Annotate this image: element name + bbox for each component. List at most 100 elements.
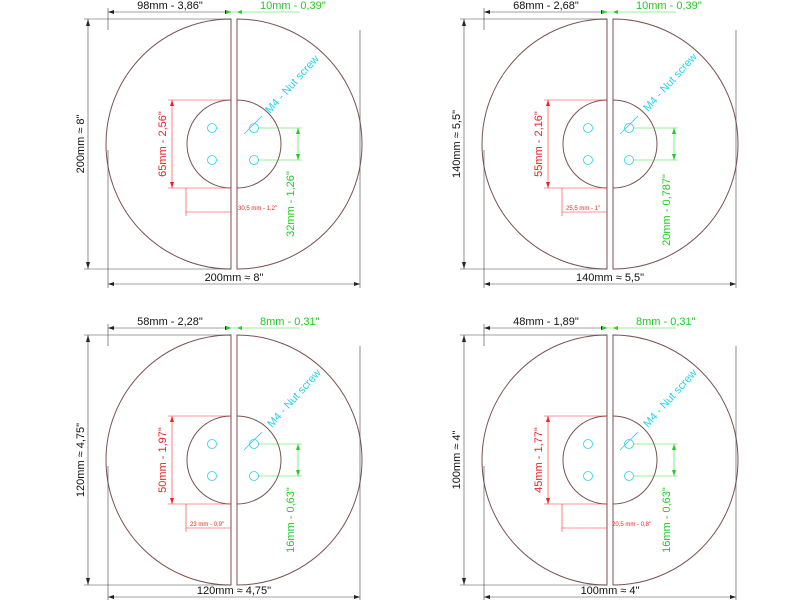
hub-left-half	[186, 99, 232, 189]
arrow-icon	[108, 10, 114, 14]
hub-right-half	[612, 99, 658, 189]
arrow-icon	[484, 10, 490, 14]
disc-right-half	[612, 18, 739, 270]
hub-right-half	[236, 99, 282, 189]
screw-hole	[249, 155, 259, 165]
gap-label: 10mm - 0,39"	[260, 0, 326, 12]
arrow-icon	[613, 10, 618, 14]
gap-label: 8mm - 0,31"	[636, 316, 696, 328]
screw-label: M4 - Nut screw	[641, 51, 699, 114]
screw-label: M4 - Nut screw	[641, 367, 699, 430]
screw-hole	[624, 471, 634, 481]
height-label: 200mm ≈ 8"	[75, 114, 87, 173]
gap-label: 8mm - 0,31"	[260, 316, 320, 328]
disc-left-half	[481, 18, 608, 270]
arrow-icon	[672, 444, 676, 450]
disc-right-half	[236, 18, 363, 270]
height-label: 120mm ≈ 4,75"	[75, 423, 87, 497]
arrow-icon	[170, 100, 174, 106]
arrow-icon	[730, 595, 736, 599]
hub-offset-label: 25,5 mm - 1"	[566, 206, 600, 212]
arrow-icon	[170, 416, 174, 422]
drawing-120mm: 58mm - 2,28" 8mm - 0,31" 120mm ≈ 4,75" 1…	[75, 316, 363, 600]
width-label: 120mm ≈ 4,75"	[197, 585, 271, 597]
arrow-icon	[226, 326, 231, 330]
arrow-icon	[296, 154, 300, 160]
width-label: 200mm ≈ 8"	[205, 272, 264, 284]
arrow-icon	[86, 335, 90, 342]
screw-spacing-label: 16mm - 0,63"	[661, 487, 673, 553]
hub-offset-label: 20,5 mm - 0,8"	[612, 522, 651, 528]
top-width-label: 58mm - 2,28"	[137, 316, 203, 328]
arrow-icon	[108, 326, 114, 330]
drawing-100mm: 48mm - 1,89" 8mm - 0,31" 100mm ≈ 4" 100m…	[451, 316, 739, 600]
arrow-icon	[602, 326, 607, 330]
drawing-140mm: 68mm - 2,68" 10mm - 0,39" 140mm ≈ 5,5" 1…	[451, 0, 739, 288]
hub-right-half	[612, 415, 658, 505]
arrow-icon	[484, 282, 490, 286]
screw-hole	[249, 439, 259, 449]
screw-label: M4 - Nut screw	[265, 367, 323, 430]
arrow-icon	[613, 326, 618, 330]
screw-spacing-label: 16mm - 0,63"	[285, 487, 297, 553]
hole	[207, 439, 217, 449]
disc-left-half	[481, 334, 608, 586]
arrow-icon	[108, 595, 114, 599]
hub-height-label: 45mm - 1,77"	[533, 427, 545, 493]
arrow-icon	[86, 19, 90, 26]
disc-right-half	[612, 334, 739, 586]
arrow-icon	[546, 100, 550, 106]
hub-height-label: 55mm - 2,16"	[533, 111, 545, 177]
arrow-icon	[462, 578, 466, 585]
arrow-icon	[546, 182, 550, 188]
width-label: 140mm ≈ 5,5"	[576, 272, 644, 284]
gap-label: 10mm - 0,39"	[636, 0, 702, 12]
top-width-label: 68mm - 2,68"	[513, 0, 579, 12]
hub-left-half	[562, 415, 608, 505]
arrow-icon	[546, 416, 550, 422]
height-label: 100mm ≈ 4"	[451, 430, 463, 489]
hole	[583, 439, 593, 449]
hub-height-label: 65mm - 2,56"	[157, 111, 169, 177]
screw-hole	[249, 471, 259, 481]
drawing-200mm: 98mm - 3,86" 10mm - 0,39" 200mm ≈ 8" 200…	[75, 0, 363, 288]
hub-left-half	[186, 415, 232, 505]
screw-spacing-label: 20mm - 0,787"	[661, 174, 673, 246]
arrow-icon	[296, 470, 300, 476]
disc-left-half	[105, 334, 232, 586]
hole	[207, 471, 217, 481]
hole	[207, 155, 217, 165]
hole	[583, 123, 593, 133]
height-label: 140mm ≈ 5,5"	[451, 110, 463, 178]
arrow-icon	[672, 470, 676, 476]
screw-hole	[624, 155, 634, 165]
screw-label: M4 - Nut screw	[263, 53, 321, 116]
arrow-icon	[170, 498, 174, 504]
top-width-label: 48mm - 1,89"	[513, 316, 579, 328]
arrow-icon	[86, 262, 90, 269]
hub-offset-label: 30,5 mm - 1,2"	[238, 206, 277, 212]
hub-height-label: 50mm - 1,97"	[157, 427, 169, 493]
arrow-icon	[86, 578, 90, 585]
hub-right-half	[236, 415, 282, 505]
arrow-icon	[484, 595, 490, 599]
hole	[583, 471, 593, 481]
arrow-icon	[462, 335, 466, 342]
arrow-icon	[462, 19, 466, 26]
arrow-icon	[462, 262, 466, 269]
disc-right-half	[236, 334, 363, 586]
arrow-icon	[484, 326, 490, 330]
arrow-icon	[296, 444, 300, 450]
hub-left-half	[562, 99, 608, 189]
arrow-icon	[354, 595, 360, 599]
arrow-icon	[296, 128, 300, 134]
disc-left-half	[105, 18, 232, 270]
screw-hole	[249, 123, 259, 133]
arrow-icon	[672, 154, 676, 160]
arrow-icon	[354, 282, 360, 286]
hub-offset-label: 23 mm - 0,9"	[190, 522, 224, 528]
hole	[207, 123, 217, 133]
arrow-icon	[237, 10, 242, 14]
arrow-icon	[672, 128, 676, 134]
arrow-icon	[170, 182, 174, 188]
